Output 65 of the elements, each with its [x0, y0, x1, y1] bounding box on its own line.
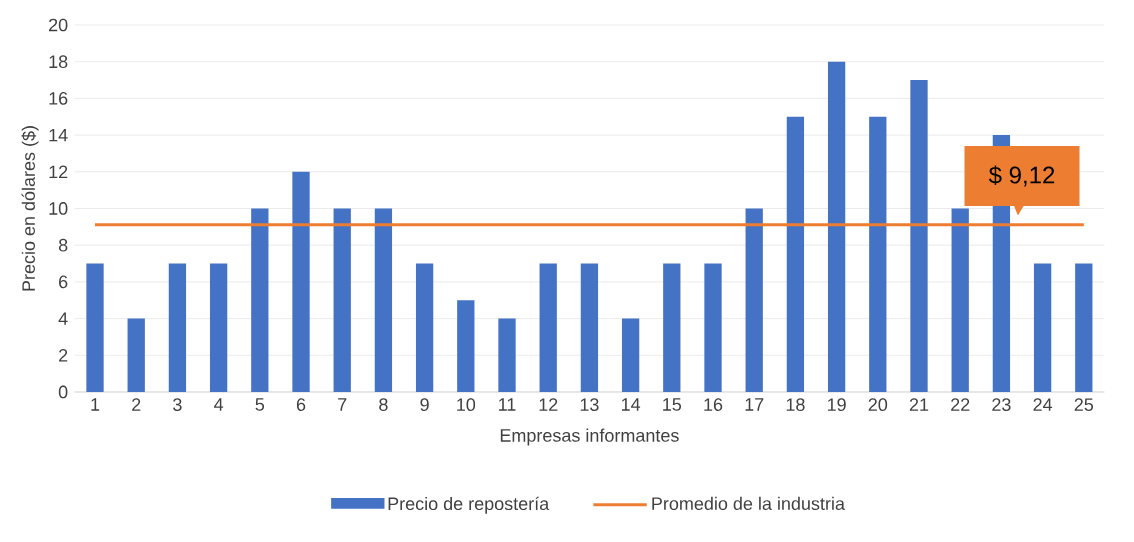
bar [786, 116, 805, 392]
x-tick-label: 9 [420, 398, 429, 411]
bar [127, 318, 145, 392]
bar [374, 208, 393, 392]
x-tick-label: 20 [868, 398, 888, 411]
bar [621, 318, 640, 392]
y-tick-label: 14 [49, 128, 68, 142]
bar [333, 208, 351, 392]
x-tick-label: 10 [457, 398, 476, 411]
y-tick-label: 12 [49, 165, 68, 179]
y-tick-label: 8 [58, 238, 68, 252]
x-tick-label: 24 [1033, 398, 1053, 411]
x-tick-label: 4 [214, 398, 224, 411]
bar [704, 263, 722, 392]
legend-label: Promedio de la industria [652, 496, 845, 510]
x-tick-label: 6 [296, 398, 306, 411]
y-tick-label: 18 [49, 55, 68, 69]
bar [910, 80, 928, 392]
bar [168, 263, 187, 392]
x-tick-label: 3 [173, 398, 182, 411]
annotation: $ 9,12 [988, 165, 1055, 187]
y-tick-label: 10 [49, 202, 68, 215]
x-tick-label: 14 [621, 398, 641, 411]
bar [457, 300, 475, 392]
legend-label: Precio de repostería [388, 496, 550, 514]
x-tick-label: 12 [539, 398, 558, 411]
bar [745, 208, 763, 392]
y-tick-label: 16 [49, 92, 68, 105]
x-tick-label: 11 [499, 398, 516, 411]
bar [827, 61, 846, 392]
bar [498, 318, 516, 392]
x-tick-label: 22 [951, 398, 970, 411]
y-tick-label: 0 [58, 385, 68, 399]
bar [951, 208, 969, 392]
x-axis-title: Empresas informantes [500, 428, 679, 446]
x-tick-label: 21 [909, 398, 929, 411]
bar [86, 263, 104, 392]
x-tick-label: 5 [255, 398, 265, 411]
bar [292, 171, 310, 392]
x-tick-label: 8 [379, 398, 388, 411]
bar [869, 116, 887, 392]
x-tick-label: 17 [745, 398, 764, 411]
bar [663, 263, 681, 392]
x-tick-label: 7 [338, 398, 347, 411]
x-tick-label: 18 [786, 398, 805, 411]
x-tick-label: 2 [132, 398, 141, 411]
x-tick-label: 23 [992, 398, 1011, 411]
y-tick-label: 20 [49, 18, 68, 32]
bar [415, 263, 434, 392]
x-tick-label: 1 [91, 398, 100, 411]
x-tick-label: 16 [704, 398, 723, 411]
y-tick-label: 4 [58, 312, 68, 325]
bar [251, 208, 269, 392]
bar [580, 263, 599, 392]
bar [539, 263, 557, 392]
x-tick-label: 25 [1074, 398, 1094, 411]
bar [1033, 263, 1052, 392]
x-tick-label: 19 [827, 398, 846, 411]
bar [1075, 263, 1093, 392]
x-tick-label: 13 [580, 398, 599, 411]
x-tick-label: 15 [663, 398, 682, 411]
y-tick-label: 6 [59, 275, 68, 289]
y-tick-label: 2 [59, 349, 68, 362]
y-axis-title: Precio en dólares ($) [21, 126, 39, 291]
bar [209, 263, 228, 392]
